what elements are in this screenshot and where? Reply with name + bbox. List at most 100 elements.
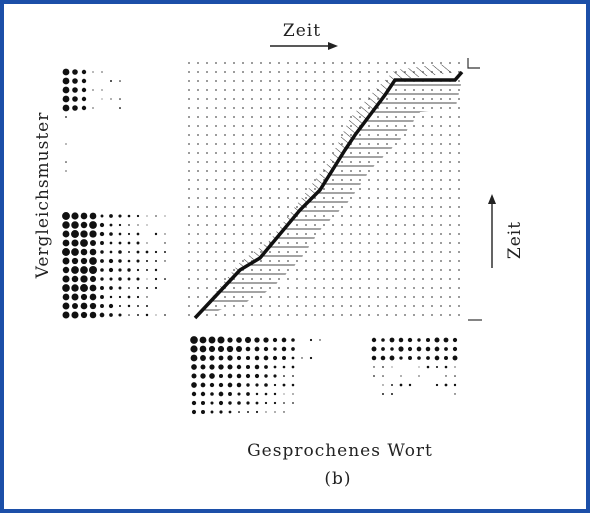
spectrum-dot [371, 355, 377, 361]
spectrum-dot [245, 364, 251, 370]
spectrum-dot [109, 241, 113, 245]
spectrum-dot [200, 382, 206, 388]
spectrum-dot [210, 410, 214, 414]
spectrum-dot [273, 401, 277, 405]
spectrum-dot [237, 401, 241, 405]
spectrum-dot [190, 354, 198, 362]
spectrum-dot [80, 239, 88, 247]
spectrum-dot [92, 89, 94, 91]
spectrum-dot [118, 232, 122, 236]
spectrum-dot [418, 375, 420, 377]
arrow-head [328, 42, 338, 50]
spectrum-dot [62, 311, 70, 319]
spectrum-dot [254, 373, 260, 379]
top-axis-label: Zeit [283, 21, 321, 41]
spectrum-dot [146, 242, 148, 244]
spectrum-dot [273, 374, 277, 378]
left-spectrogram [62, 68, 166, 319]
spectrum-dot [274, 411, 276, 413]
spectrum-dot [443, 355, 449, 361]
spectrum-dot [65, 143, 67, 145]
spectrum-dot [282, 365, 286, 369]
spectrum-dot [145, 259, 149, 263]
spectrum-dot [382, 393, 384, 395]
spectrum-dot [444, 365, 448, 369]
spectrum-dot [382, 366, 384, 368]
spectrum-dot [281, 337, 287, 343]
spectrum-dot [236, 364, 242, 370]
spectrum-dot [62, 275, 70, 283]
spectrum-dot [407, 337, 413, 343]
spectrum-dot [164, 260, 166, 262]
spectrum-dot [71, 266, 79, 274]
spectrum-dot [434, 355, 440, 361]
spectrum-dot [426, 356, 430, 360]
spectrum-dot [100, 277, 104, 281]
spectrum-dot [254, 337, 260, 343]
spectrum-dot [200, 400, 206, 406]
spectrum-dot [136, 286, 140, 290]
spectrum-dot [110, 98, 112, 100]
spectrum-dot [247, 411, 249, 413]
spectrum-dot [389, 355, 395, 361]
spectrum-dot [89, 248, 97, 256]
spectrum-dot [208, 345, 216, 353]
spectrum-dot [89, 221, 97, 229]
spectrum-dot [264, 383, 268, 387]
spectrum-dot [62, 230, 70, 238]
spectrum-dot [291, 338, 295, 342]
spectrum-dot [118, 295, 122, 299]
spectrum-dot [71, 311, 79, 319]
spectrum-dot [155, 314, 157, 316]
spectrum-dot [101, 89, 103, 91]
spectrum-dot [62, 77, 70, 85]
spectrum-dot [254, 346, 260, 352]
spectrum-dot [109, 277, 113, 281]
spectrum-dot [80, 230, 88, 238]
spectrum-dot [62, 104, 70, 112]
hatch-lower [200, 80, 462, 315]
spectrum-dot [81, 105, 87, 111]
spectrum-dot [154, 286, 158, 290]
spectrum-dot [236, 373, 242, 379]
bottom-axis-label: Gesprochenes Wort [247, 441, 433, 461]
spectrum-dot [127, 304, 131, 308]
spectrum-dot [273, 347, 277, 351]
spectrum-dot [89, 257, 97, 265]
spectrum-dot [417, 338, 421, 342]
spectrum-dot [72, 87, 78, 93]
spectrum-dot [263, 337, 269, 343]
spectrum-dot [200, 355, 206, 361]
spectrum-dot [452, 337, 458, 343]
spectrum-dot [264, 374, 268, 378]
spectrum-dot [191, 364, 197, 370]
spectrum-dot [291, 383, 295, 387]
spectrum-dot [200, 391, 206, 397]
spectrum-dot [89, 230, 97, 238]
spectrum-dot [398, 337, 404, 343]
spectrum-dot [209, 355, 215, 361]
spectrum-dot [425, 337, 431, 343]
spectrum-dot [100, 268, 104, 272]
spectrum-dot [128, 287, 130, 289]
spectrum-dot [101, 98, 103, 100]
spectrum-dot [281, 346, 287, 352]
spectrum-dot [245, 346, 251, 352]
spectrum-dot [119, 98, 121, 100]
spectrum-dot [400, 375, 402, 377]
spectrum-dot [208, 336, 216, 344]
spectrum-dot [164, 251, 166, 253]
spectrum-dot [127, 295, 131, 299]
spectrum-dot [245, 355, 251, 361]
spectrum-dot [453, 383, 457, 387]
spectrum-dot [426, 365, 430, 369]
spectrum-dot [155, 215, 157, 217]
spectrum-dot [92, 71, 94, 73]
spectrum-dot [228, 410, 232, 414]
spectrum-dot [434, 346, 440, 352]
spectrum-dot [81, 87, 87, 93]
spectrum-dot [371, 346, 377, 352]
spectrum-dot [154, 277, 158, 281]
spectrum-dot [71, 284, 79, 292]
